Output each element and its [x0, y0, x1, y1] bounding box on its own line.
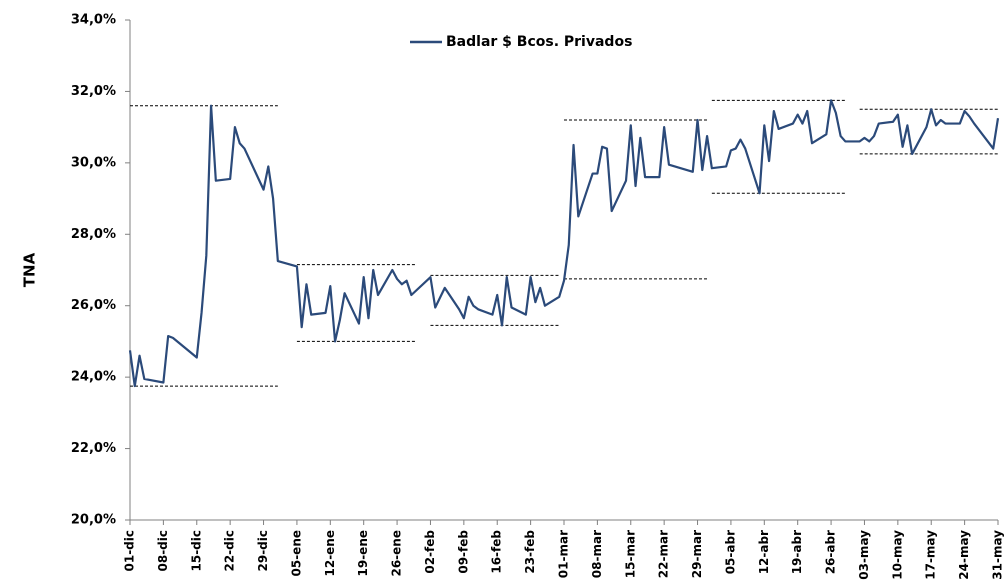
x-tick-label: 22-mar	[657, 530, 671, 578]
y-tick-label: 26,0%	[71, 298, 116, 313]
x-tick-label: 31-may	[991, 530, 1005, 580]
x-tick-label: 22-dic	[223, 530, 237, 572]
y-axis-title: TNA	[21, 252, 39, 287]
x-tick-label: 26-ene	[390, 530, 404, 577]
y-tick-label: 28,0%	[71, 227, 116, 242]
x-tick-label: 01-mar	[557, 530, 571, 578]
y-tick-label: 22,0%	[71, 441, 116, 456]
x-tick-label: 03-may	[857, 530, 871, 580]
x-tick-label: 09-feb	[456, 530, 470, 574]
x-tick-label: 08-mar	[590, 530, 604, 578]
x-tick-label: 10-may	[890, 530, 904, 580]
x-tick-label: 26-abr	[824, 530, 838, 574]
x-tick-label: 12-abr	[757, 530, 771, 574]
x-tick-label: 29-mar	[690, 530, 704, 578]
y-tick-label: 32,0%	[71, 84, 116, 99]
x-tick-label: 23-feb	[523, 530, 537, 574]
x-tick-label: 29-dic	[256, 530, 270, 572]
x-tick-label: 16-feb	[490, 530, 504, 574]
x-tick-label: 24-may	[957, 530, 971, 580]
series-line	[128, 99, 1000, 388]
y-tick-label: 20,0%	[71, 513, 116, 528]
y-tick-label: 24,0%	[71, 370, 116, 385]
x-tick-label: 08-dic	[156, 530, 170, 572]
x-tick-label: 15-mar	[623, 530, 637, 578]
x-tick-label: 15-dic	[189, 530, 203, 572]
legend-label: Badlar $ Bcos. Privados	[446, 34, 632, 50]
x-tick-label: 05-abr	[723, 530, 737, 574]
x-tick-label: 01-dic	[123, 530, 137, 572]
y-tick-label: 30,0%	[71, 155, 116, 170]
x-tick-label: 19-abr	[790, 530, 804, 574]
x-tick-label: 17-may	[924, 530, 938, 580]
x-tick-label: 05-ene	[289, 530, 303, 577]
x-tick-label: 02-feb	[423, 530, 437, 574]
x-tick-label: 19-ene	[356, 530, 370, 577]
x-tick-label: 12-ene	[323, 530, 337, 577]
y-tick-label: 34,0%	[71, 13, 116, 28]
